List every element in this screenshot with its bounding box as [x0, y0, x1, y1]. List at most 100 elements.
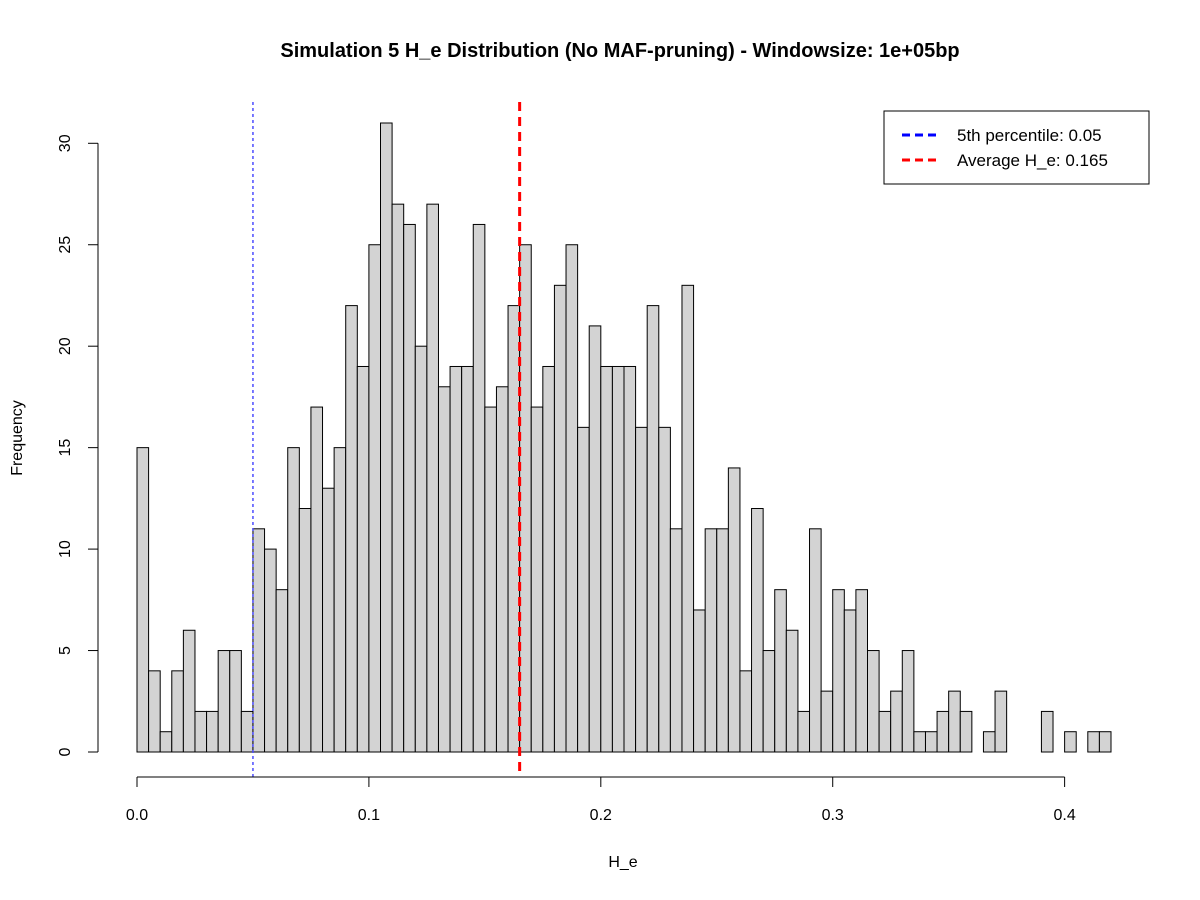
- histogram-bar: [240, 710, 254, 753]
- histogram-bar: [136, 447, 150, 753]
- histogram-bar: [217, 650, 231, 753]
- y-tick-label: 10: [57, 540, 74, 558]
- histogram-bar: [577, 426, 590, 753]
- histogram-bar: [890, 690, 903, 753]
- histogram-bar: [1040, 710, 1054, 753]
- histogram-bar: [635, 426, 648, 753]
- histogram-bar: [159, 731, 173, 753]
- histogram-bar: [762, 650, 776, 753]
- histogram-bar: [507, 305, 521, 753]
- histogram-bar: [867, 650, 880, 753]
- histogram-bar: [403, 223, 416, 753]
- histogram-bar: [148, 670, 161, 753]
- histogram-bar: [275, 589, 289, 753]
- histogram-bar: [171, 670, 184, 753]
- histogram-bar: [774, 589, 787, 753]
- y-tick-label: 30: [57, 134, 74, 152]
- histogram-bar: [461, 365, 474, 753]
- histogram-bar: [843, 609, 857, 753]
- bars-group: [136, 122, 1112, 753]
- histogram-bar: [495, 386, 509, 753]
- histogram-bar: [345, 305, 358, 753]
- histogram-bar: [519, 244, 532, 753]
- histogram-bar: [530, 406, 544, 753]
- histogram-bar: [252, 528, 266, 753]
- histogram-bar: [449, 365, 463, 753]
- x-tick-label: 0.4: [1053, 807, 1075, 824]
- histogram-bar: [333, 447, 347, 753]
- histogram-bar: [368, 244, 381, 753]
- histogram-bar: [391, 203, 405, 753]
- histogram-bar: [704, 528, 718, 753]
- histogram-bar: [426, 203, 439, 753]
- histogram-bar: [623, 365, 637, 753]
- y-axis: 0 5 10 15 20 25 30: [57, 134, 99, 756]
- histogram-bar: [693, 609, 706, 753]
- histogram-bar: [194, 710, 208, 753]
- histogram-bar: [982, 731, 996, 753]
- legend-box: [883, 110, 1150, 185]
- histogram-bar: [936, 710, 950, 753]
- legend: 5th percentile: 0.05 Average H_e: 0.165: [883, 110, 1150, 185]
- x-tick-label: 0.0: [126, 807, 148, 824]
- histogram-bar: [264, 548, 277, 753]
- histogram-bar: [948, 690, 961, 753]
- histogram-bar: [855, 589, 869, 753]
- histogram-bar: [206, 710, 219, 753]
- y-tick-label: 5: [57, 646, 74, 655]
- histogram-bar: [542, 365, 555, 753]
- histogram-bar: [600, 365, 613, 753]
- histogram-bar: [669, 528, 683, 753]
- histogram-bar: [809, 528, 822, 753]
- histogram-bar: [924, 731, 938, 753]
- y-tick-label: 15: [57, 439, 74, 457]
- histogram-bar: [1087, 731, 1100, 753]
- histogram-bar: [322, 487, 335, 753]
- x-axis: 0.0 0.1 0.2 0.3 0.4: [126, 776, 1076, 824]
- histogram-bar: [797, 710, 811, 753]
- histogram-bar: [553, 284, 567, 753]
- y-tick-label: 20: [57, 337, 74, 355]
- histogram-bar: [832, 589, 845, 753]
- chart-title: Simulation 5 H_e Distribution (No MAF-pr…: [280, 40, 959, 62]
- histogram-bar: [182, 629, 196, 753]
- y-tick-label: 25: [57, 236, 74, 254]
- histogram-bar: [1064, 731, 1077, 753]
- x-tick-label: 0.2: [590, 807, 612, 824]
- histogram-bar: [287, 447, 300, 753]
- histogram-bar: [229, 650, 242, 753]
- histogram-bar: [472, 223, 486, 753]
- y-axis-label: Frequency: [9, 400, 26, 476]
- histogram-bar: [565, 244, 579, 753]
- legend-label-5th-percentile: 5th percentile: 0.05: [957, 126, 1102, 145]
- histogram-bar: [414, 345, 428, 753]
- x-axis-label: H_e: [608, 854, 637, 871]
- histogram-bar: [484, 406, 497, 753]
- histogram-bar: [681, 284, 695, 753]
- histogram-bar: [611, 365, 625, 753]
- histogram-bar: [959, 710, 973, 753]
- histogram-bar: [878, 710, 892, 753]
- histogram-bar: [716, 528, 729, 753]
- histogram-bar: [901, 650, 915, 753]
- histogram-bar: [739, 670, 753, 753]
- histogram-bar: [994, 690, 1008, 753]
- histogram-bar: [646, 305, 660, 753]
- histogram-bar: [913, 731, 926, 753]
- legend-label-average: Average H_e: 0.165: [957, 151, 1108, 170]
- histogram-bar: [310, 406, 324, 753]
- histogram-bar: [588, 325, 602, 753]
- histogram-bar: [437, 386, 451, 753]
- histogram-bar: [751, 508, 764, 753]
- histogram-bar: [727, 467, 741, 753]
- y-tick-label: 0: [57, 747, 74, 756]
- histogram-bar: [1098, 731, 1112, 753]
- histogram-bar: [785, 629, 799, 753]
- histogram-bar: [380, 122, 393, 753]
- reference-lines: [252, 102, 522, 777]
- histogram-bar: [658, 426, 671, 753]
- histogram-bar: [298, 508, 312, 753]
- histogram-bar: [820, 690, 834, 753]
- x-tick-label: 0.3: [822, 807, 844, 824]
